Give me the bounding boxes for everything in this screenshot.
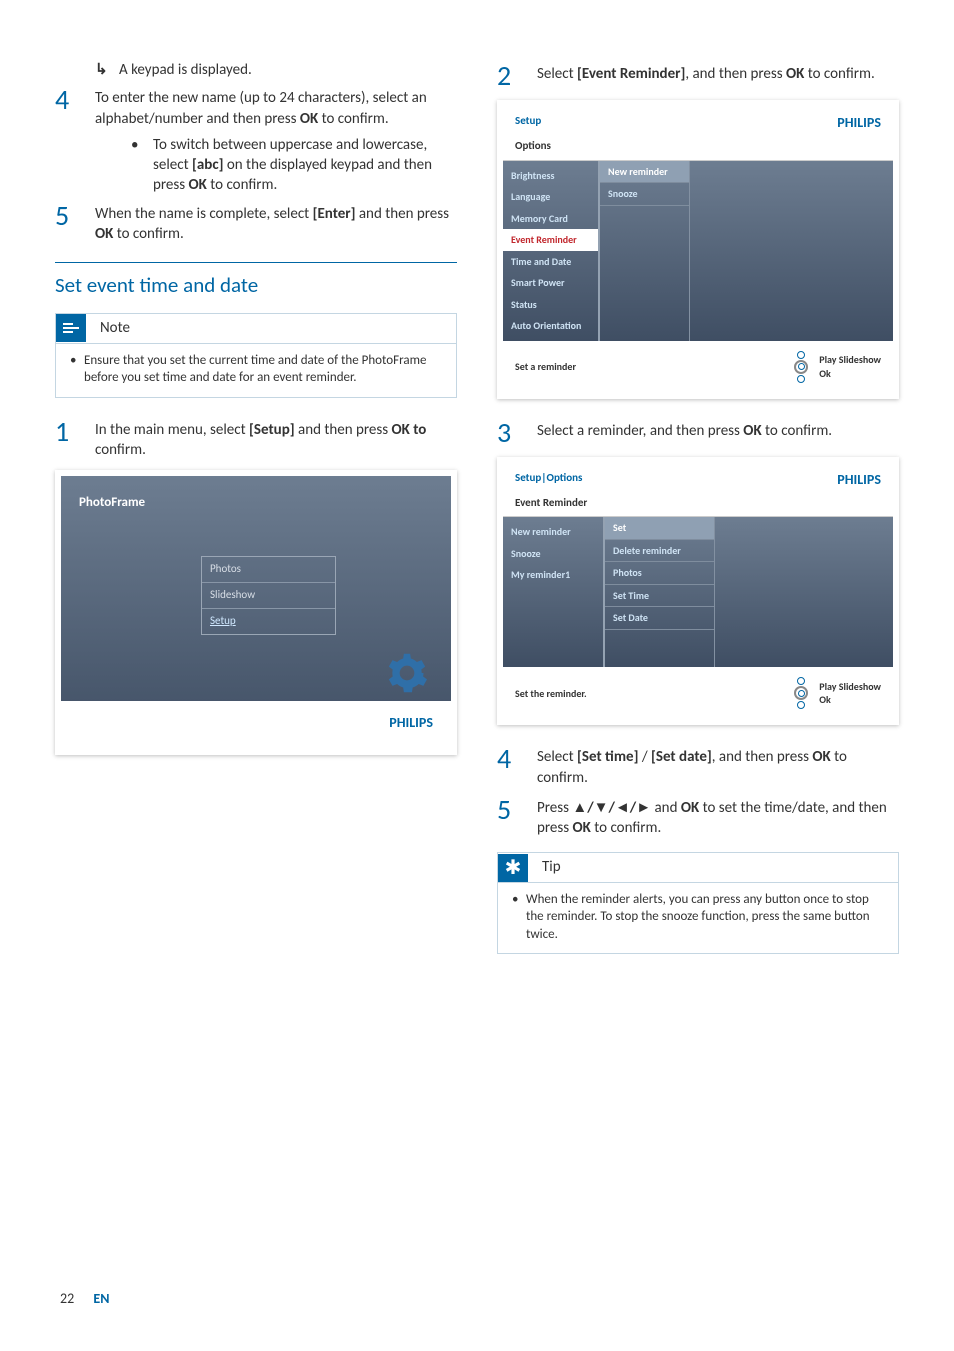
result-text: A keypad is displayed. xyxy=(119,60,252,80)
note-icon xyxy=(56,314,86,342)
ss3-right-list: Set Delete reminder Photos Set Time Set … xyxy=(605,517,715,667)
tip-label: Tip xyxy=(536,853,567,881)
result-line: ↳ A keypad is displayed. xyxy=(95,60,457,80)
tip-callout: ✱ Tip • When the reminder alerts, you ca… xyxy=(497,852,899,954)
ss3-brand: PHILIPS xyxy=(837,471,881,490)
step4r-body: Select [Set time] / [Set date], and then… xyxy=(537,743,899,788)
bullet-icon: • xyxy=(125,135,153,196)
ss2-left-list: Brightness Language Memory Card Event Re… xyxy=(503,161,598,341)
section-rule xyxy=(55,262,457,263)
step5r-body: Press ▲/▼/◄/► and OK to set the time/dat… xyxy=(537,794,899,839)
ss2-sub: Options xyxy=(503,137,893,161)
step-number-4r: 4 xyxy=(497,743,537,788)
ss3-sub: Event Reminder xyxy=(503,494,893,518)
ss1-brand: PHILIPS xyxy=(385,712,437,735)
ss2-foot-left: Set a reminder xyxy=(515,360,576,374)
step4-sub: To switch between uppercase and lowercas… xyxy=(153,135,457,196)
ss3-foot-left: Set the reminder. xyxy=(515,687,587,701)
ss2-brand: PHILIPS xyxy=(837,114,881,133)
ss3-head: Setup|Options xyxy=(515,471,582,490)
ss1-menu-photos: Photos xyxy=(202,557,335,583)
page-footer: 22 EN xyxy=(60,1290,109,1309)
nav-dots-icon xyxy=(789,351,813,383)
ss1-menu: Photos Slideshow Setup xyxy=(201,556,336,635)
step-number-5r: 5 xyxy=(497,794,537,839)
ss2-right-list: New reminder Snooze xyxy=(600,161,690,341)
tip-icon: ✱ xyxy=(498,854,528,882)
step5-body: When the name is complete, select [Enter… xyxy=(95,200,457,245)
step-number-4: 4 xyxy=(55,84,95,129)
note-label: Note xyxy=(94,314,136,342)
step4-body: To enter the new name (up to 24 characte… xyxy=(95,84,457,129)
screenshot-event-reminder: Setup|Options PHILIPS Event Reminder New… xyxy=(497,457,899,726)
note-callout: Note • Ensure that you set the current t… xyxy=(55,313,457,397)
screenshot-photoframe: PhotoFrame Photos Slideshow Setup PHILIP… xyxy=(55,470,457,755)
section-title: Set event time and date xyxy=(55,271,457,299)
ss1-title: PhotoFrame xyxy=(79,494,145,512)
ss2-highlight: Event Reminder xyxy=(503,229,598,251)
screenshot-setup-options: Setup PHILIPS Options Brightness Languag… xyxy=(497,100,899,399)
step-number-3: 3 xyxy=(497,417,537,447)
gear-icon xyxy=(385,651,429,695)
step1-body: In the main menu, select [Setup] and the… xyxy=(95,416,457,461)
step-number-2: 2 xyxy=(497,60,537,90)
nav-dots-icon xyxy=(789,677,813,709)
step2-body: Select [Event Reminder], and then press … xyxy=(537,60,899,90)
ss2-head: Setup xyxy=(515,114,541,133)
page-number: 22 xyxy=(60,1290,74,1307)
ss1-menu-setup: Setup xyxy=(202,609,335,634)
ss1-menu-slideshow: Slideshow xyxy=(202,583,335,609)
step-number-5: 5 xyxy=(55,200,95,245)
step-number-1: 1 xyxy=(55,416,95,461)
arrow-icon: ↳ xyxy=(95,60,119,80)
note-body: Ensure that you set the current time and… xyxy=(84,352,444,387)
page-lang: EN xyxy=(93,1290,109,1307)
ss3-left-list: New reminder Snooze My reminder1 xyxy=(503,517,603,667)
step3-body: Select a reminder, and then press OK to … xyxy=(537,417,899,447)
tip-body: When the reminder alerts, you can press … xyxy=(526,891,886,944)
